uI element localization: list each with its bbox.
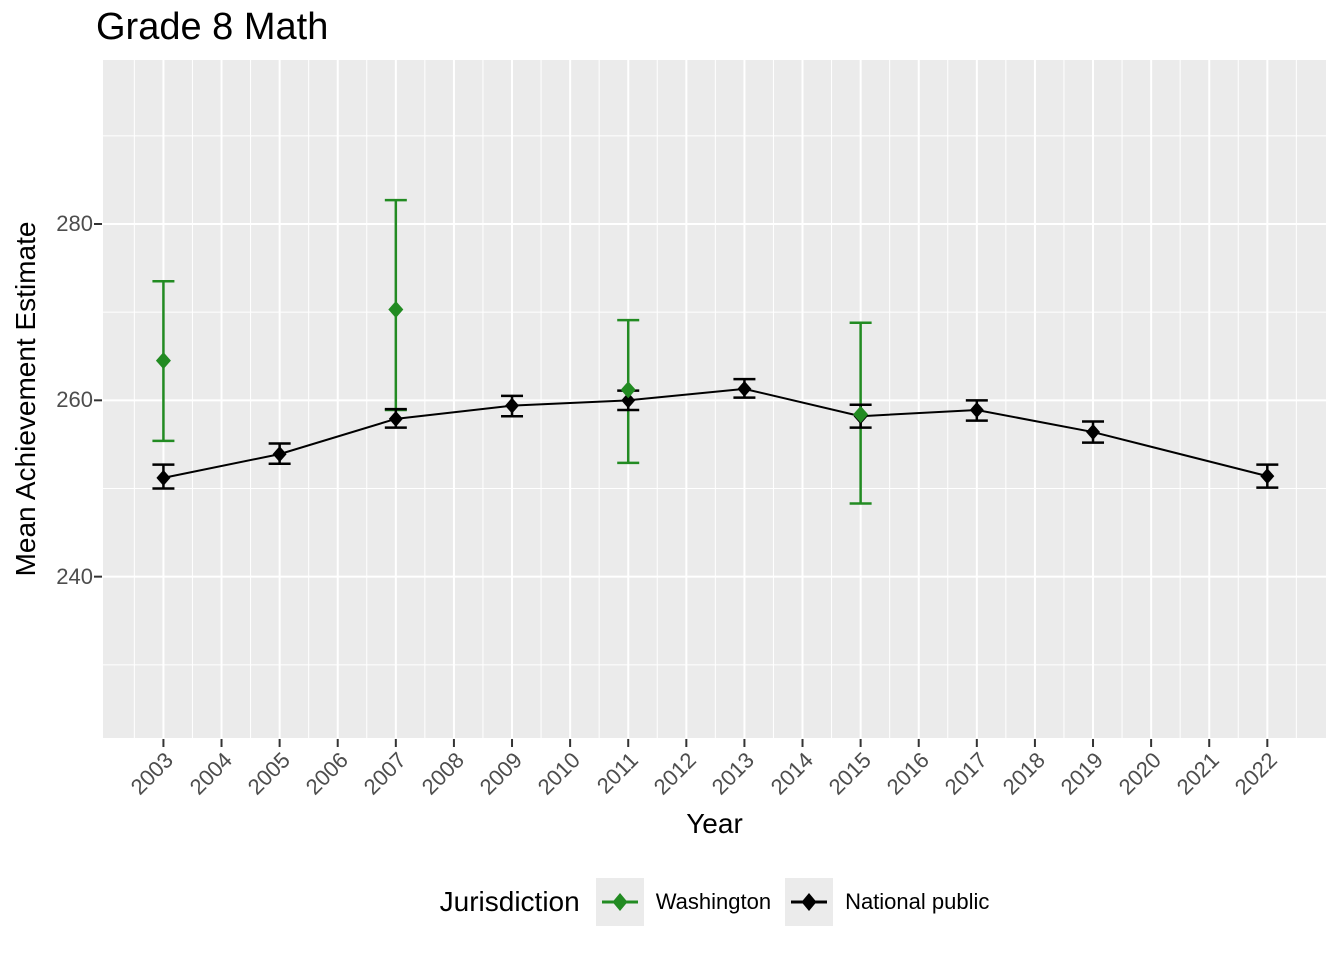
line-diamond-icon xyxy=(791,893,828,911)
legend-label-washington: Washington xyxy=(655,889,772,914)
washington-2003-point xyxy=(155,352,171,370)
national-public-2009-point xyxy=(505,397,520,414)
x-axis-title: Year xyxy=(686,808,743,839)
y-tick-label-240: 240 xyxy=(56,563,93,589)
legend: Jurisdiction Washington National public xyxy=(103,878,1326,926)
national-public-2022-point xyxy=(1260,468,1275,485)
y-tick-label-280: 280 xyxy=(56,210,93,236)
national-public-2003-point xyxy=(156,469,171,486)
national-public-2017-point xyxy=(969,402,984,419)
legend-item-washington: Washington xyxy=(595,878,772,926)
plot-title: Grade 8 Math xyxy=(96,6,329,48)
washington-2007-point xyxy=(388,301,404,319)
national-public-2011-point xyxy=(621,392,636,409)
washington-2011-point xyxy=(620,381,636,399)
national-public-2005-point xyxy=(272,446,287,463)
line-diamond-icon xyxy=(601,893,638,911)
national-public-2007-point xyxy=(388,410,403,427)
national-public-line xyxy=(163,387,1268,479)
legend-title: Jurisdiction xyxy=(439,886,580,917)
national-public-2013-point xyxy=(737,380,752,397)
washington-2015-point xyxy=(853,405,869,423)
national-public-2019-point xyxy=(1086,424,1101,441)
legend-item-national-public: National public xyxy=(785,878,989,926)
legend-label-national-public: National public xyxy=(845,889,990,914)
panel-background xyxy=(103,60,1326,738)
legend-key-national-public xyxy=(785,878,834,926)
y-tick-label-260: 260 xyxy=(56,387,93,413)
legend-key-washington xyxy=(595,878,644,926)
